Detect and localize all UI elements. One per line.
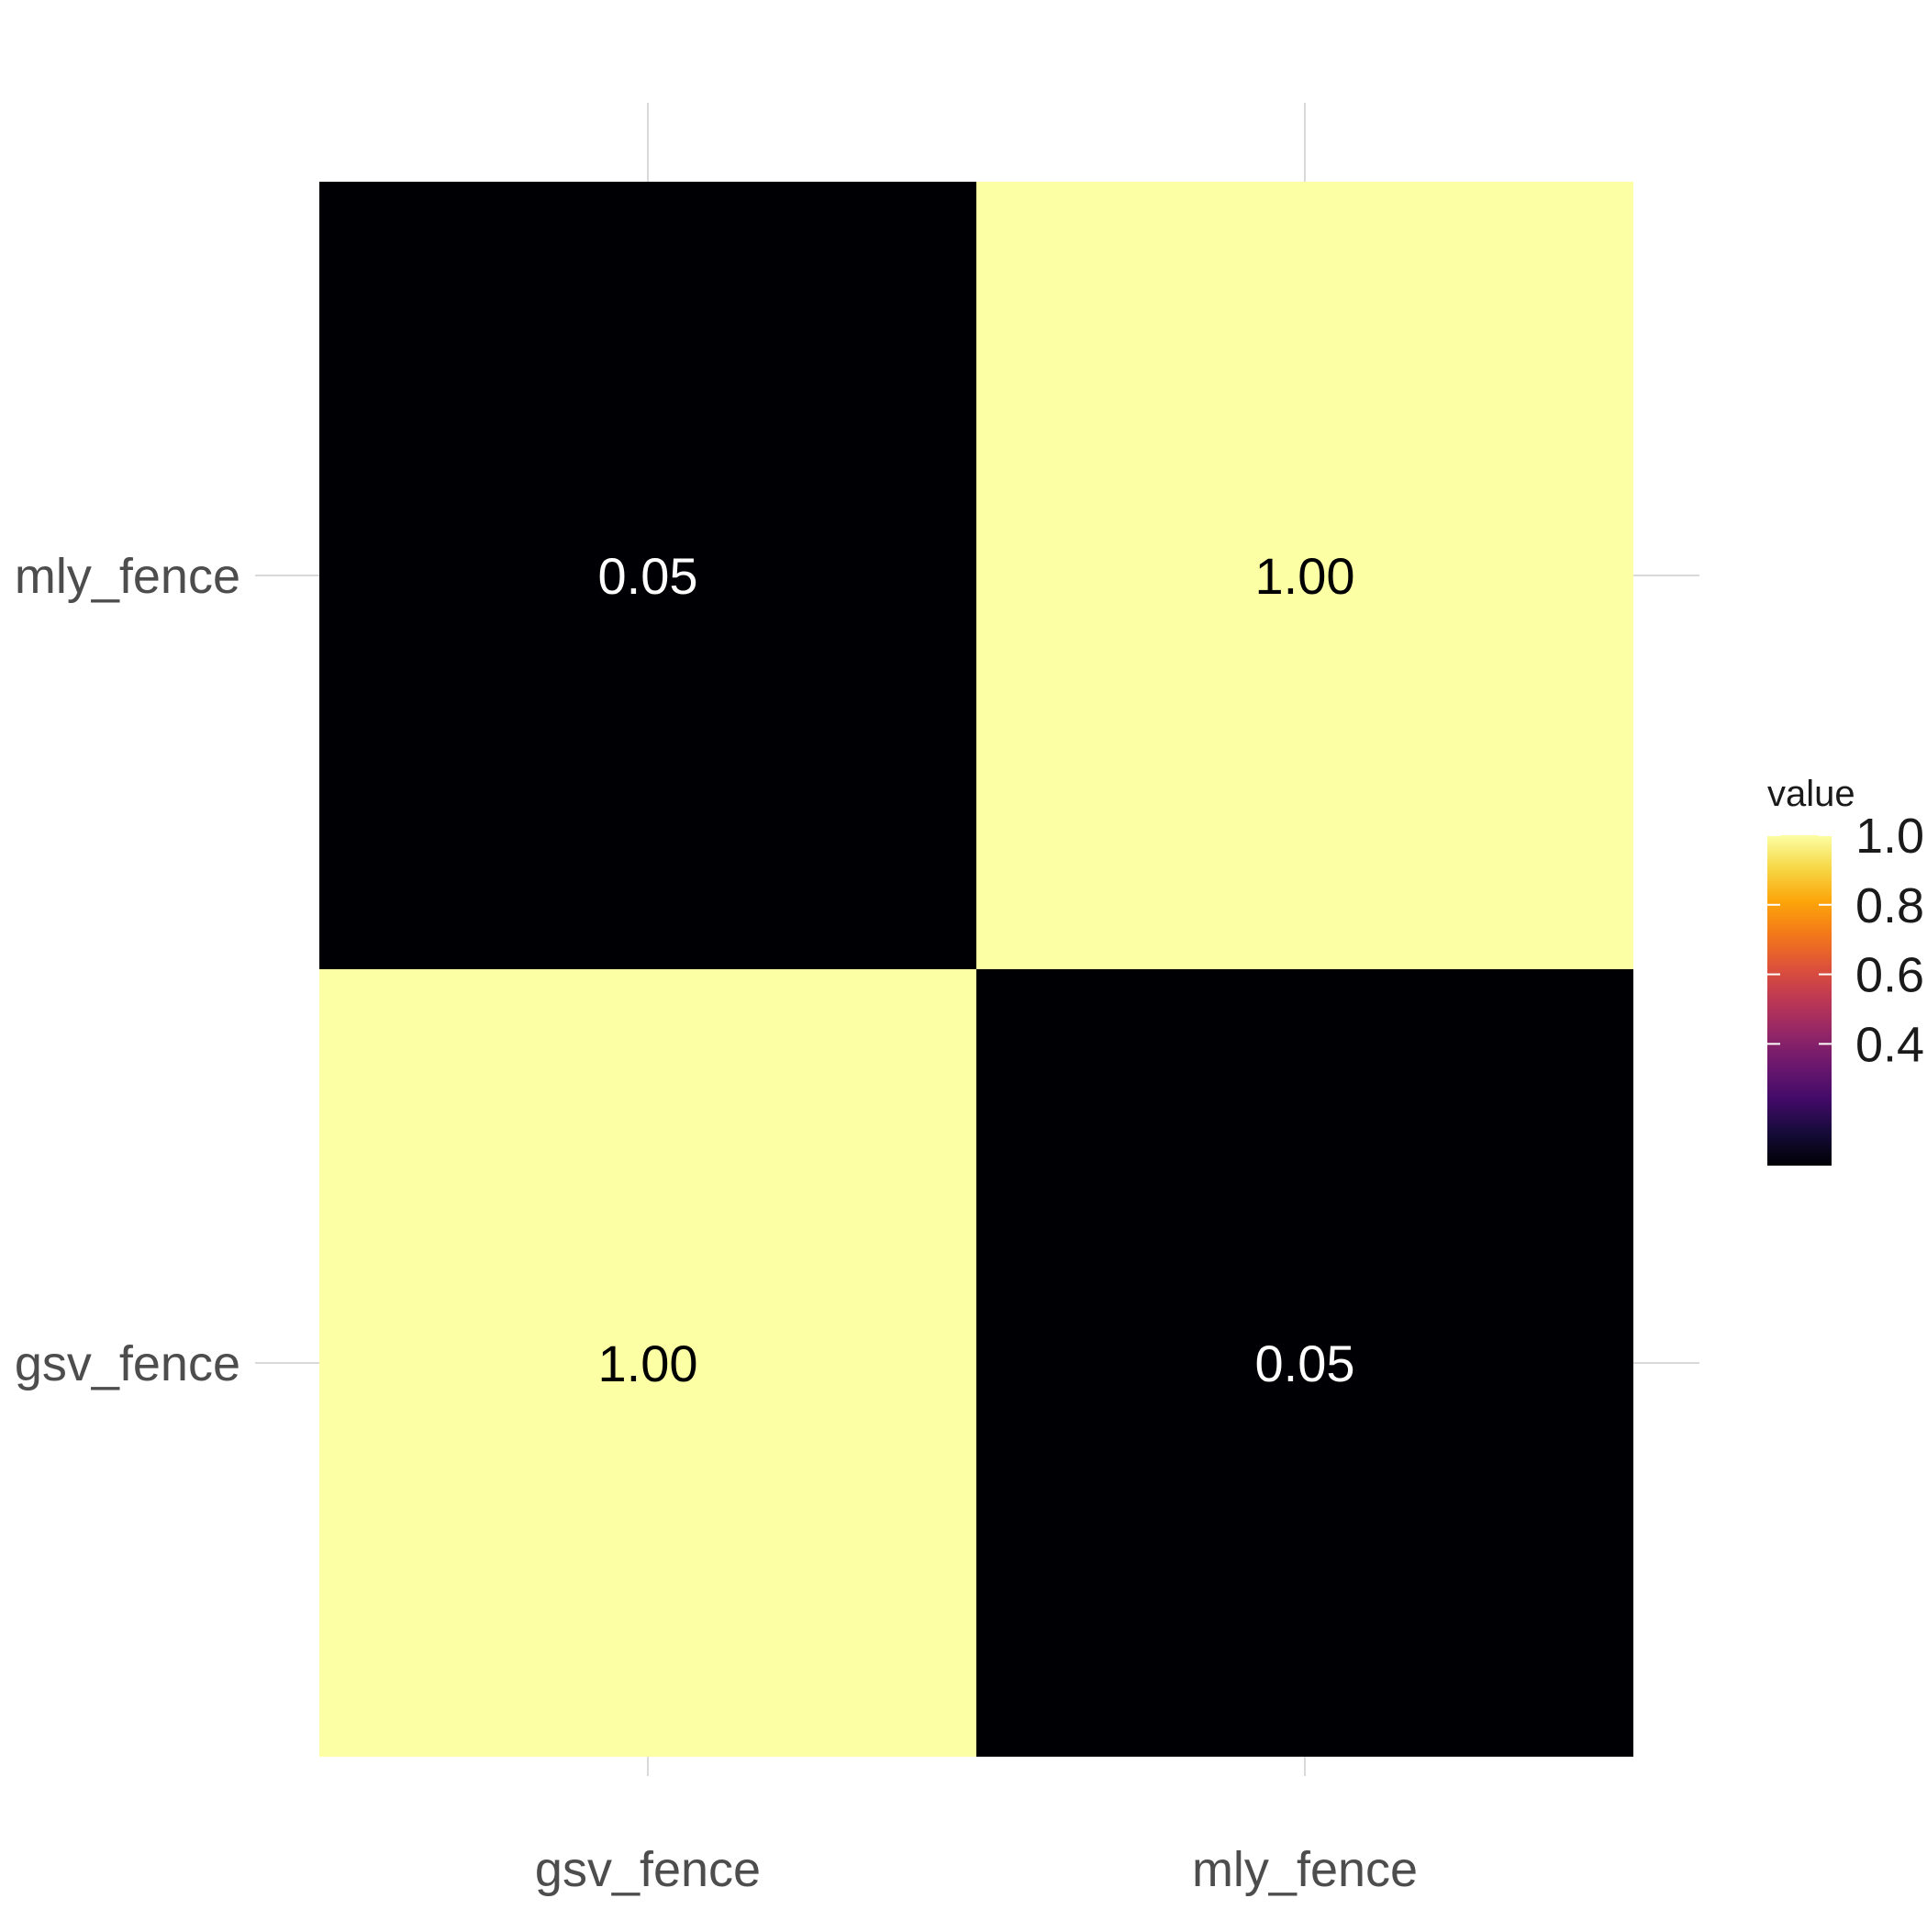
- heatmap-cell: [319, 969, 976, 1757]
- cell-value-label: 0.05: [1255, 1335, 1355, 1392]
- legend-tick-label: 1.0: [1855, 809, 1924, 864]
- heatmap-cell: [319, 182, 976, 969]
- legend-tick-label: 0.4: [1855, 1017, 1924, 1072]
- legend-colorbar: [1767, 835, 1832, 1166]
- legend-title: value: [1767, 774, 1855, 814]
- legend-tick-label: 0.8: [1855, 878, 1924, 933]
- y-tick-label: mly_fence: [15, 549, 240, 604]
- x-tick-label: mly_fence: [1192, 1842, 1418, 1897]
- legend-ticks: 1.0 0.8 0.6 0.4: [1767, 809, 1924, 1072]
- axis-tick-labels: gsv_fence mly_fence gsv_fence mly_fence: [15, 549, 1418, 1897]
- cell-value-label: 0.05: [598, 547, 698, 605]
- y-tick-label: gsv_fence: [15, 1336, 240, 1391]
- heatmap-cell: [976, 969, 1633, 1757]
- heatmap-cell: [976, 182, 1633, 969]
- cell-value-labels: 0.05 1.00 1.00 0.05: [598, 547, 1355, 1392]
- x-tick-label: gsv_fence: [535, 1842, 761, 1897]
- heatmap-cells: [319, 182, 1633, 1757]
- legend-tick-label: 0.6: [1855, 948, 1924, 1003]
- cell-value-label: 1.00: [598, 1335, 698, 1392]
- color-legend: value 1.0 0.8 0.6 0.4: [1767, 774, 1924, 1166]
- cell-value-label: 1.00: [1255, 547, 1355, 605]
